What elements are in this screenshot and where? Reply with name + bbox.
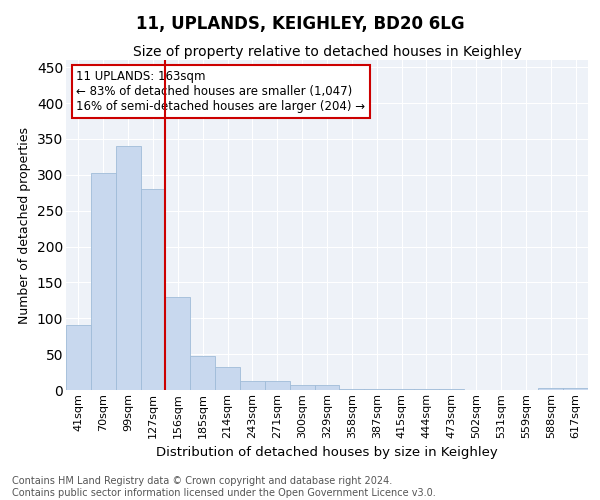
Bar <box>538 388 563 390</box>
Bar <box>116 146 140 390</box>
Text: 11 UPLANDS: 163sqm
← 83% of detached houses are smaller (1,047)
16% of semi-deta: 11 UPLANDS: 163sqm ← 83% of detached hou… <box>76 70 365 113</box>
Bar <box>563 388 588 390</box>
Bar <box>290 385 314 390</box>
Bar <box>265 380 290 390</box>
Text: 11, UPLANDS, KEIGHLEY, BD20 6LG: 11, UPLANDS, KEIGHLEY, BD20 6LG <box>136 14 464 32</box>
Bar <box>340 388 364 390</box>
Y-axis label: Number of detached properties: Number of detached properties <box>18 126 31 324</box>
Bar <box>240 380 265 390</box>
Bar <box>314 385 340 390</box>
Bar <box>66 326 91 390</box>
Title: Size of property relative to detached houses in Keighley: Size of property relative to detached ho… <box>133 45 521 59</box>
Bar <box>364 388 389 390</box>
X-axis label: Distribution of detached houses by size in Keighley: Distribution of detached houses by size … <box>156 446 498 459</box>
Bar <box>91 174 116 390</box>
Bar <box>215 367 240 390</box>
Bar <box>166 296 190 390</box>
Bar <box>140 189 166 390</box>
Bar <box>190 356 215 390</box>
Text: Contains HM Land Registry data © Crown copyright and database right 2024.
Contai: Contains HM Land Registry data © Crown c… <box>12 476 436 498</box>
